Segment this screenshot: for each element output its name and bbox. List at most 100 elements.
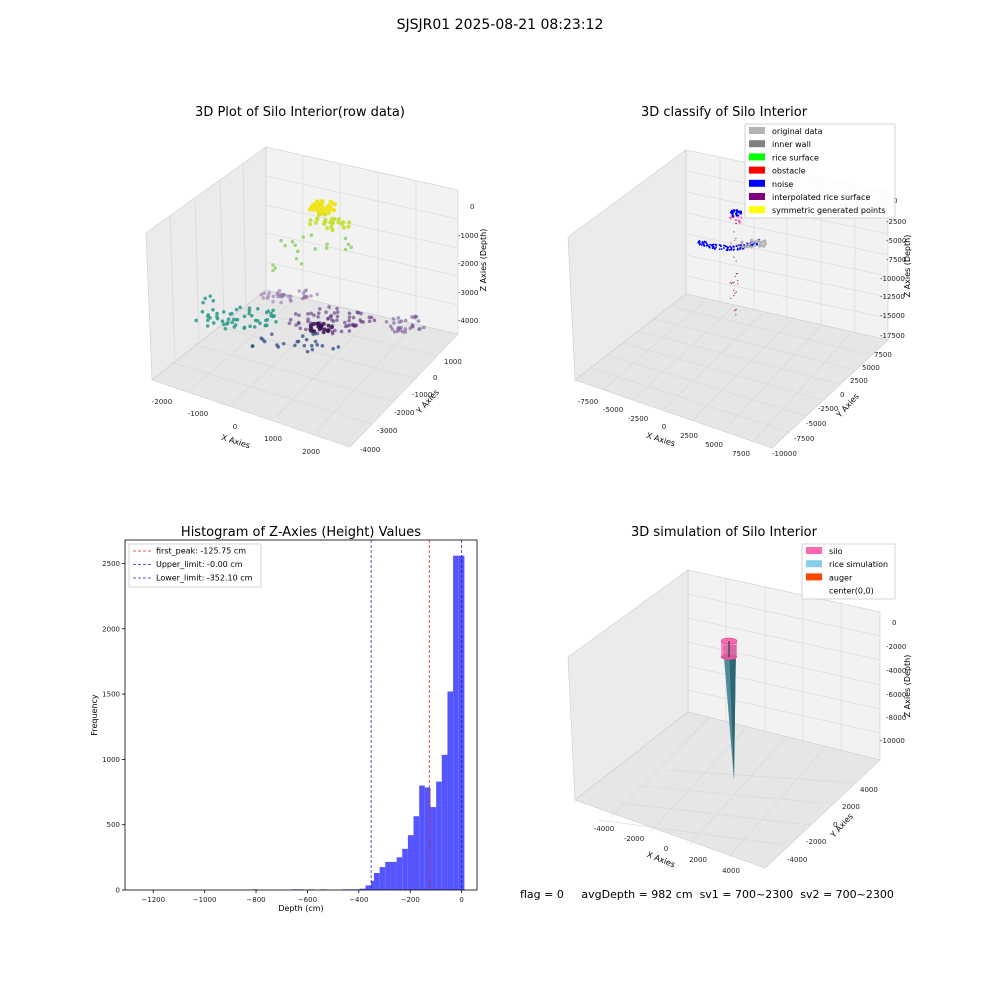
simulation-xtick: -4000	[594, 825, 614, 833]
histogram-legend-label: Upper_limit: -0.00 cm	[156, 560, 243, 569]
histogram-bar	[424, 787, 431, 890]
classify-legend-label: interpolated rice surface	[772, 193, 870, 202]
simulation-ztick: -10000	[880, 737, 905, 745]
classify-noise-point	[698, 243, 701, 246]
classify-interpolated-point	[738, 221, 742, 224]
raw-data-point	[262, 291, 266, 295]
classify-noise-point	[705, 242, 708, 245]
classify-noise-point	[712, 243, 715, 246]
raw-data-point	[372, 318, 377, 323]
raw-data-point	[261, 296, 266, 300]
classify-noise-point	[712, 246, 715, 249]
classify-interpolated-point	[733, 231, 735, 233]
classify-interpolated-point	[735, 314, 737, 316]
raw-data-point	[305, 349, 310, 354]
classify-xtick: 5000	[705, 441, 723, 449]
raw-data-point	[327, 305, 331, 309]
raw-data-point	[347, 318, 351, 323]
classify-noise-point	[731, 212, 734, 215]
histogram-xtick-label: −600	[298, 896, 317, 904]
classify-interpolated-point	[735, 273, 737, 275]
sv2-value: sv2 = 700~2300	[800, 888, 894, 901]
raw-data-point	[308, 222, 313, 227]
raw-data-point	[271, 308, 276, 313]
classify-noise-point	[708, 246, 711, 249]
raw-data-point	[194, 318, 198, 323]
raw-data-point	[346, 224, 351, 229]
histogram-bar	[396, 857, 403, 890]
raw-data-point	[205, 324, 210, 328]
raw-data-point	[418, 326, 422, 331]
classify-legend-label: symmetric generated points	[772, 206, 885, 215]
raw-data-point	[287, 321, 292, 326]
raw-data-point	[294, 323, 298, 327]
raw-ytick: -4000	[360, 446, 380, 454]
raw-data-point	[226, 317, 231, 322]
raw-data-point	[306, 317, 310, 321]
raw-data-point	[317, 212, 322, 217]
simulation-legend-swatch	[806, 586, 822, 594]
raw-data-point	[388, 324, 393, 329]
raw-data-point	[392, 330, 397, 334]
raw-data-point	[203, 296, 208, 301]
raw-data-point	[327, 203, 332, 209]
simulation-ztick: -8000	[886, 714, 906, 722]
classify-xtick: -7500	[578, 398, 598, 406]
classify-original-point	[740, 241, 744, 245]
simulation-ytick: -2000	[806, 838, 826, 846]
raw-data-point	[211, 321, 216, 325]
classify-original-point	[758, 240, 762, 244]
simulation-legend-swatch	[806, 560, 822, 568]
classify-xtick: -2500	[628, 415, 648, 423]
raw-data-point	[283, 243, 288, 248]
raw-data-point	[403, 327, 408, 331]
raw-data-point	[200, 309, 205, 314]
classify-interpolated-point	[733, 289, 735, 291]
raw-data-point	[399, 325, 403, 330]
classify-interpolated-point	[733, 256, 735, 258]
histogram-xtick-label: −1200	[141, 896, 165, 904]
raw-data-point	[312, 313, 316, 317]
classify-ytick: -7500	[794, 435, 814, 443]
raw-data-point	[289, 294, 293, 299]
raw-data-point	[400, 330, 405, 334]
status-line: flag = 0 avgDepth = 982 cm sv1 = 700~230…	[520, 888, 894, 901]
raw-data-point	[262, 339, 267, 344]
raw-data-point	[301, 235, 305, 239]
raw-data-point	[293, 243, 297, 248]
classify-noise-point	[709, 243, 712, 246]
raw-data-point	[250, 344, 255, 348]
classify-ztick: -17500	[880, 332, 905, 340]
raw-data-point	[414, 314, 419, 319]
histogram-x-label: Depth (cm)	[278, 904, 323, 913]
raw-ztick: 0	[470, 203, 474, 211]
simulation-ztick: -6000	[886, 691, 906, 699]
classify-legend-frame	[744, 123, 896, 219]
raw-data-point	[286, 294, 291, 298]
rice-simulation-cone-shade	[729, 645, 736, 780]
raw-data-point	[315, 216, 320, 221]
raw-data-point	[313, 220, 318, 225]
raw-data-point	[323, 212, 328, 217]
raw-data-point	[328, 220, 333, 225]
simulation-floor-pane	[574, 711, 881, 869]
classify-ytick: -5000	[806, 420, 826, 428]
histogram-xtick-label: −400	[349, 896, 368, 904]
raw-data-point	[403, 330, 407, 334]
classify-noise-point	[729, 245, 731, 248]
raw-data-point	[297, 289, 302, 293]
classify-legend-swatch	[749, 193, 765, 200]
histogram-bar	[379, 867, 386, 890]
classify-legend-swatch	[749, 140, 765, 148]
classify-noise-point	[730, 248, 733, 251]
raw-data-point	[330, 318, 334, 322]
raw-scatter-title: 3D Plot of Silo Interior(row data)	[195, 105, 405, 120]
classify-original-point	[758, 244, 762, 248]
simulation-legend-swatch	[806, 547, 822, 554]
raw-data-point	[215, 314, 219, 319]
classify-interpolated-point	[735, 291, 737, 293]
raw-data-point	[300, 334, 305, 338]
raw-x-label: X Axies	[220, 433, 251, 450]
classify-original-point	[741, 245, 745, 249]
classify-title: 3D classify of Silo Interior	[641, 105, 808, 120]
